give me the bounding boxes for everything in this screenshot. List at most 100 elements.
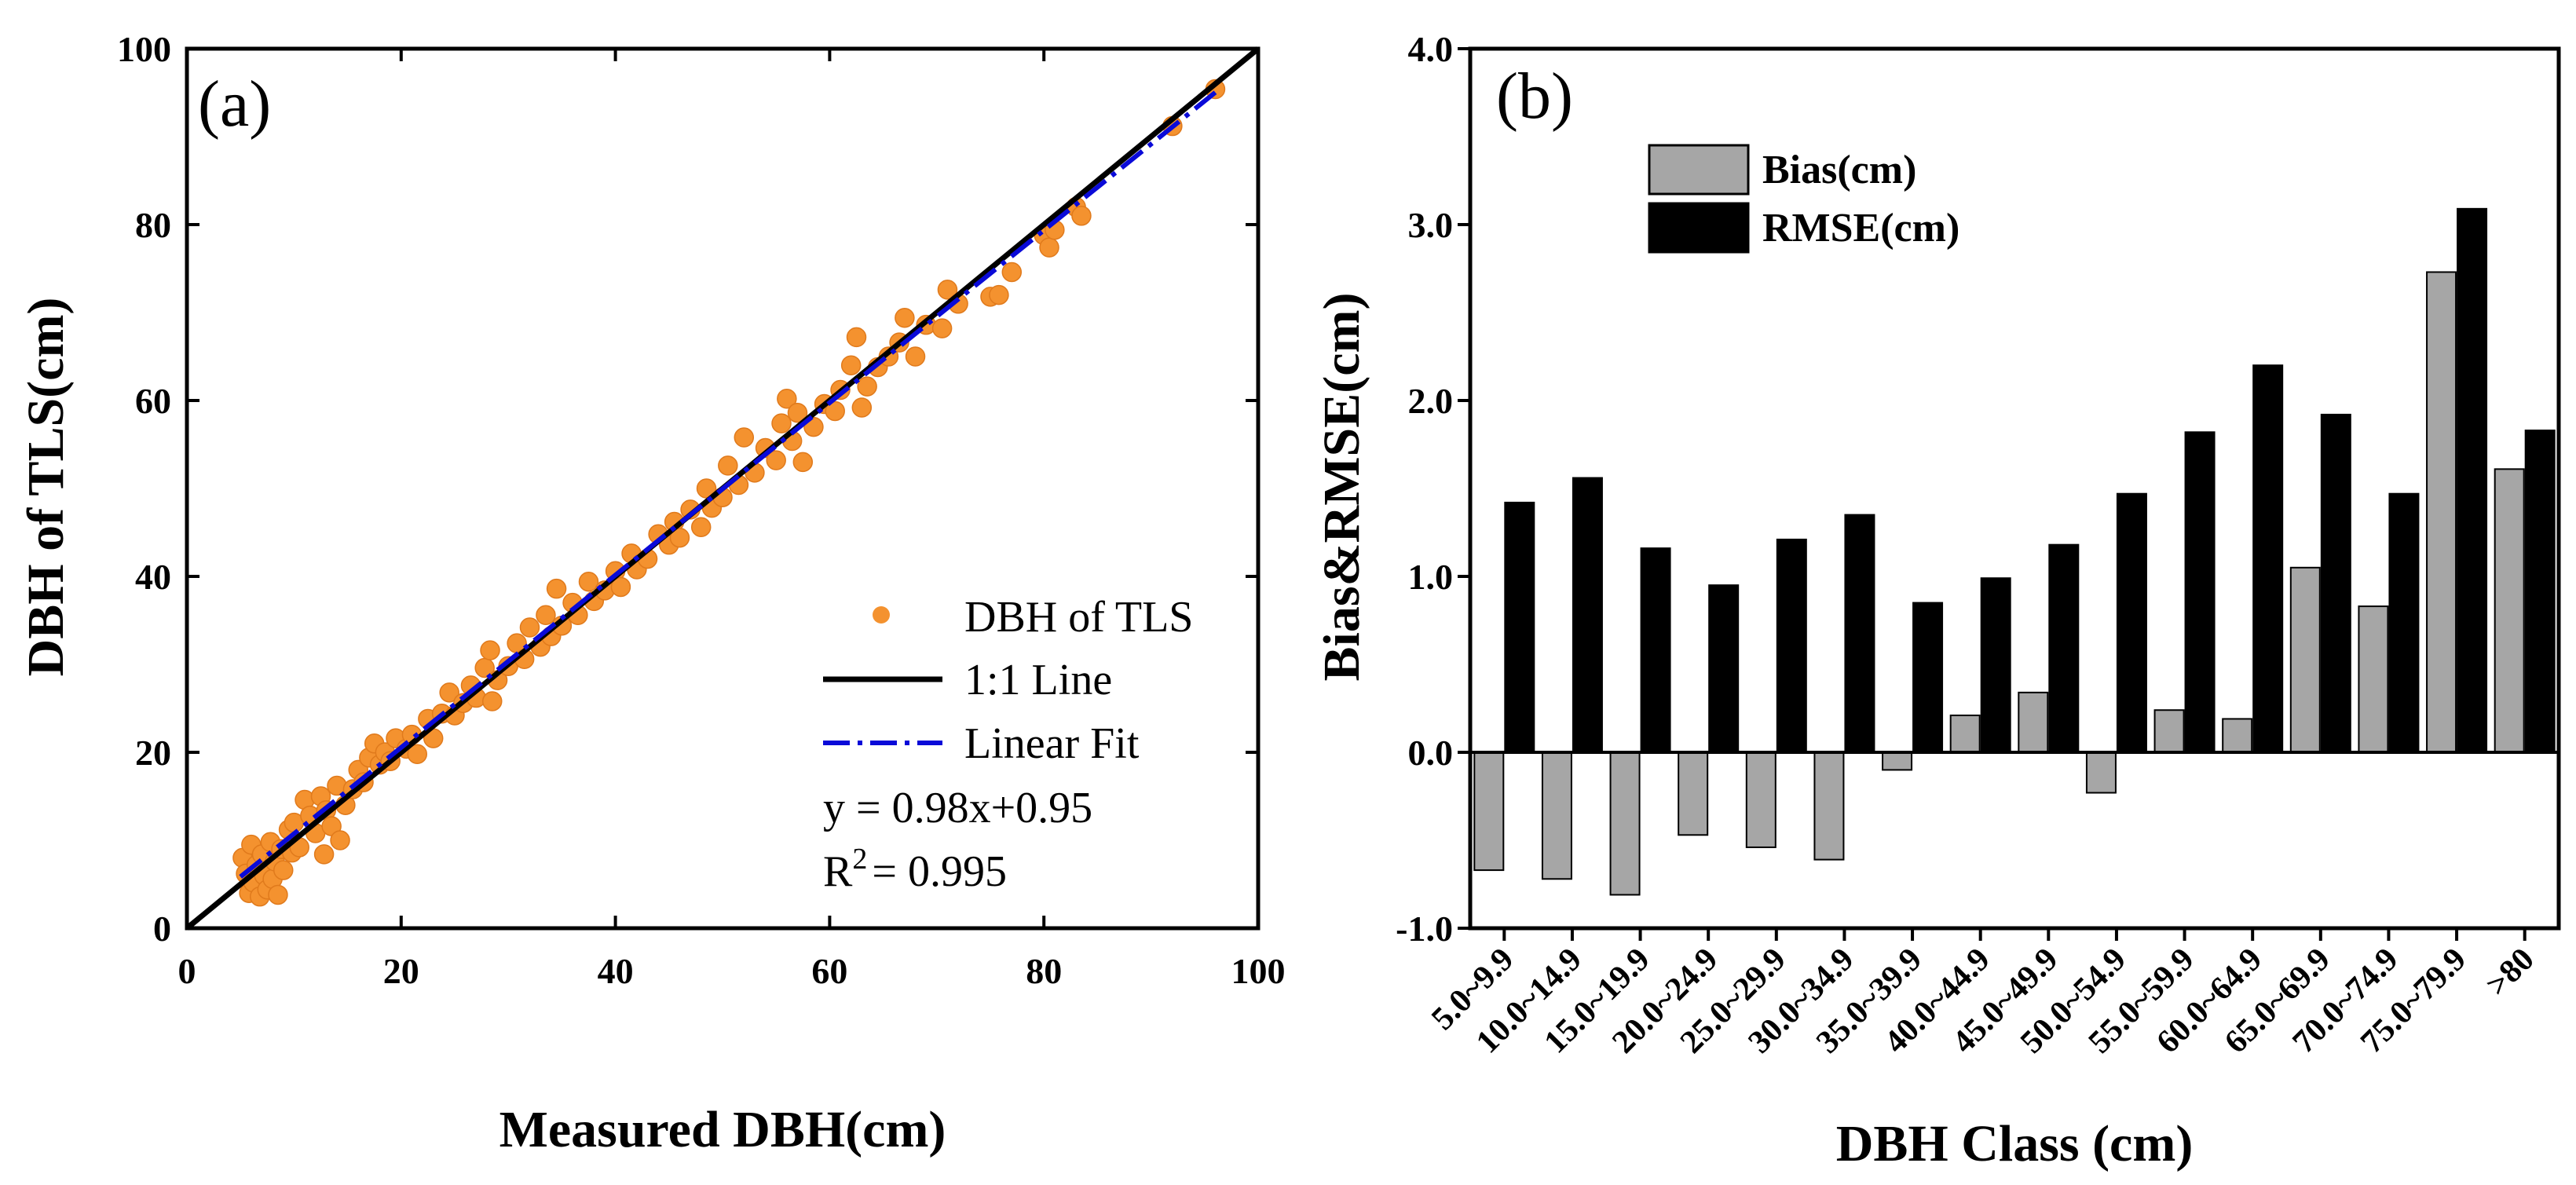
rmse-bar bbox=[1844, 514, 1875, 753]
rmse-bar bbox=[2116, 492, 2147, 753]
scatter-point bbox=[519, 617, 540, 638]
scatter-point bbox=[1039, 237, 1059, 258]
scatter-point bbox=[536, 605, 556, 626]
y-tick-label: 100 bbox=[117, 29, 171, 69]
scatter-point bbox=[690, 517, 712, 538]
rmse-bar bbox=[2048, 543, 2080, 753]
bias-bar bbox=[1678, 752, 1709, 836]
panel-a-ticks bbox=[185, 47, 1260, 930]
panel-a-frame bbox=[185, 46, 1261, 931]
rmse-bar bbox=[2524, 430, 2556, 754]
y-tick-label: 2.0 bbox=[1408, 381, 1454, 421]
x-tick-label: 80 bbox=[1026, 951, 1062, 991]
scatter-point bbox=[330, 830, 350, 850]
scatter-point bbox=[734, 427, 755, 448]
bias-bar bbox=[1473, 752, 1505, 872]
r-squared: R2 = 0.995 bbox=[823, 843, 1007, 896]
rmse-bar bbox=[1640, 547, 1671, 753]
scatter-point bbox=[718, 455, 738, 476]
bias-bar bbox=[1882, 752, 1913, 771]
scatter-point bbox=[857, 376, 877, 397]
scatter-point bbox=[481, 691, 503, 711]
rmse-bar bbox=[1776, 538, 1807, 754]
fit-equation: y = 0.98x+0.95 bbox=[823, 784, 1092, 832]
x-tick-label: 40 bbox=[598, 951, 634, 991]
y-tick-label: 0.0 bbox=[1408, 733, 1454, 773]
bias-bar bbox=[2426, 271, 2457, 754]
linear-fit-line bbox=[239, 90, 1217, 879]
scatter-point bbox=[546, 578, 567, 599]
rmse-bar bbox=[1572, 477, 1603, 753]
scatter-point bbox=[578, 571, 599, 592]
rmse-bar bbox=[1980, 577, 2011, 753]
scatter-point bbox=[696, 478, 717, 499]
scatter-point bbox=[787, 402, 808, 423]
bias-bar bbox=[2289, 566, 2321, 753]
rmse-bar bbox=[1708, 584, 1740, 754]
legend-fit-label: Linear Fit bbox=[964, 719, 1140, 768]
panel-a-scatter: (a) 0 20 40 60 80 100 0 20 40 60 80 100 … bbox=[17, 29, 1286, 1158]
x-tick-label: 60 bbox=[811, 951, 847, 991]
bias-bar bbox=[2153, 709, 2185, 753]
scatter-point bbox=[846, 327, 867, 348]
y-tick-label: -1.0 bbox=[1396, 909, 1453, 949]
category-label: >80 bbox=[2479, 942, 2541, 1004]
scatter-point bbox=[1071, 206, 1092, 226]
panel-b-frame bbox=[1468, 46, 2561, 931]
legend-rmse-swatch bbox=[1648, 202, 1750, 254]
legend-scatter-marker bbox=[873, 606, 890, 624]
bias-bar bbox=[2085, 752, 2117, 794]
y-tick-label: 80 bbox=[135, 205, 171, 245]
y-tick-label: 20 bbox=[135, 733, 171, 773]
bias-bar bbox=[1813, 752, 1845, 861]
panel-a-label: (a) bbox=[198, 68, 271, 141]
scatter-point bbox=[610, 576, 631, 598]
scatter-point bbox=[989, 284, 1009, 305]
rmse-bar bbox=[2388, 492, 2420, 753]
y-tick-label: 4.0 bbox=[1408, 29, 1454, 69]
rmse-bar bbox=[1912, 602, 1944, 753]
r-squared-prefix: R bbox=[823, 847, 853, 896]
bias-bar bbox=[1541, 752, 1572, 880]
rmse-bar bbox=[2184, 431, 2216, 753]
y-axis-title: DBH of TLS(cm) bbox=[17, 298, 75, 677]
y-axis-title: Bias&RMSE(cm) bbox=[1313, 293, 1370, 682]
legend-rmse-label: RMSE(cm) bbox=[1762, 206, 1959, 251]
bias-bar bbox=[1609, 752, 1641, 896]
legend-bias-label: Bias(cm) bbox=[1762, 148, 1916, 192]
scatter-point bbox=[1001, 262, 1023, 283]
r-squared-value: = 0.995 bbox=[872, 847, 1007, 896]
scatter-point bbox=[480, 640, 500, 660]
scatter-point bbox=[851, 397, 873, 418]
scatter-point bbox=[268, 884, 288, 905]
x-tick-label: 0 bbox=[178, 951, 196, 991]
y-tick-label: 0 bbox=[153, 909, 171, 949]
scatter-point bbox=[777, 389, 797, 409]
rmse-bar bbox=[2252, 364, 2284, 753]
bias-bar bbox=[2018, 691, 2049, 754]
scatter-point bbox=[840, 355, 862, 375]
y-tick-label: 1.0 bbox=[1408, 557, 1454, 597]
scatter-point bbox=[313, 844, 335, 865]
scatter-point bbox=[792, 452, 814, 473]
bias-bar bbox=[1949, 714, 1981, 754]
scatter-point bbox=[407, 744, 428, 764]
scatter-point bbox=[766, 450, 786, 470]
bars bbox=[1473, 207, 2556, 896]
scatter-point bbox=[931, 318, 953, 338]
y-tick-label: 40 bbox=[135, 557, 171, 597]
scatter-point bbox=[905, 346, 926, 367]
bias-bar bbox=[2358, 605, 2389, 754]
bias-bar bbox=[2222, 718, 2253, 754]
panel-b-ticks bbox=[1458, 47, 2527, 941]
panel-b-label: (b) bbox=[1496, 60, 1573, 133]
rmse-bar bbox=[2457, 207, 2488, 753]
x-tick-label: 20 bbox=[383, 951, 419, 991]
y-tick-label: 60 bbox=[135, 381, 171, 421]
scatter-point bbox=[937, 280, 958, 300]
scatter-point bbox=[669, 527, 690, 548]
x-tick-label: 100 bbox=[1231, 951, 1286, 991]
bias-bar bbox=[1745, 752, 1776, 848]
legend-scatter-label: DBH of TLS bbox=[964, 593, 1193, 642]
x-axis-title: DBH Class (cm) bbox=[1836, 1115, 2194, 1172]
